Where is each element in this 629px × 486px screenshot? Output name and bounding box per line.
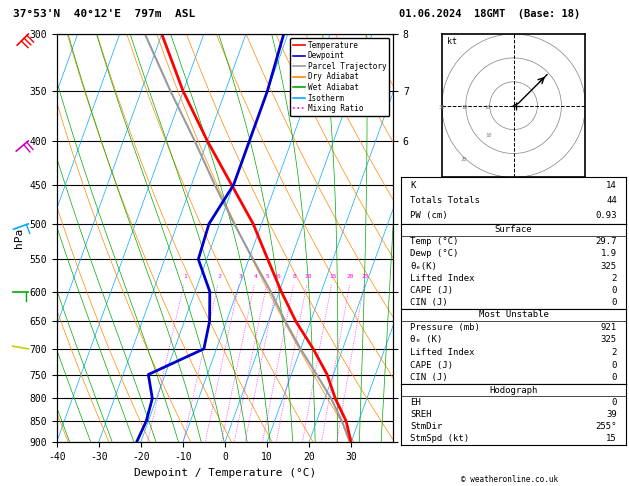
Text: 3: 3	[238, 274, 242, 279]
Text: 20: 20	[347, 274, 354, 279]
Text: 0: 0	[611, 373, 617, 382]
Text: 1.9: 1.9	[601, 249, 617, 259]
Text: 2: 2	[217, 274, 221, 279]
Text: EH: EH	[410, 398, 421, 407]
Text: 44: 44	[606, 196, 617, 205]
Text: Totals Totals: Totals Totals	[410, 196, 480, 205]
Text: θₑ(K): θₑ(K)	[410, 261, 437, 271]
Y-axis label: hPa: hPa	[14, 228, 24, 248]
X-axis label: Dewpoint / Temperature (°C): Dewpoint / Temperature (°C)	[134, 468, 316, 478]
Text: StmDir: StmDir	[410, 422, 443, 431]
Text: 15: 15	[329, 274, 337, 279]
Text: Surface: Surface	[495, 225, 532, 234]
Text: θₑ (K): θₑ (K)	[410, 335, 443, 345]
Text: kt: kt	[447, 36, 457, 46]
Text: © weatheronline.co.uk: © weatheronline.co.uk	[461, 474, 558, 484]
Text: SREH: SREH	[410, 410, 431, 419]
Text: 0: 0	[611, 361, 617, 370]
Text: 325: 325	[601, 335, 617, 345]
Text: 0: 0	[611, 398, 617, 407]
Text: Lifted Index: Lifted Index	[410, 274, 475, 283]
Text: K: K	[410, 181, 416, 190]
Text: CAPE (J): CAPE (J)	[410, 286, 454, 295]
Y-axis label: km
ASL: km ASL	[420, 227, 437, 249]
Text: 39: 39	[606, 410, 617, 419]
Text: 20: 20	[461, 156, 467, 162]
Text: 10: 10	[304, 274, 311, 279]
Text: 37°53'N  40°12'E  797m  ASL: 37°53'N 40°12'E 797m ASL	[13, 9, 195, 19]
Text: 0: 0	[611, 286, 617, 295]
Text: 01.06.2024  18GMT  (Base: 18): 01.06.2024 18GMT (Base: 18)	[399, 9, 581, 19]
Text: 15: 15	[606, 434, 617, 443]
Text: 10: 10	[484, 105, 491, 110]
Text: 20: 20	[462, 105, 468, 110]
Text: 2: 2	[611, 348, 617, 357]
Text: 4: 4	[253, 274, 257, 279]
Text: Hodograph: Hodograph	[489, 385, 538, 395]
Text: CIN (J): CIN (J)	[410, 298, 448, 307]
Text: StmSpd (kt): StmSpd (kt)	[410, 434, 469, 443]
Text: 0.93: 0.93	[596, 211, 617, 220]
Text: 5: 5	[266, 274, 270, 279]
Text: 1: 1	[183, 274, 187, 279]
Text: 8: 8	[292, 274, 296, 279]
Text: 325: 325	[601, 261, 617, 271]
Legend: Temperature, Dewpoint, Parcel Trajectory, Dry Adiabat, Wet Adiabat, Isotherm, Mi: Temperature, Dewpoint, Parcel Trajectory…	[290, 38, 389, 116]
Text: 30: 30	[439, 105, 445, 110]
Text: 255°: 255°	[596, 422, 617, 431]
Text: CIN (J): CIN (J)	[410, 373, 448, 382]
Text: 10: 10	[485, 133, 491, 138]
Text: 921: 921	[601, 323, 617, 332]
Text: CAPE (J): CAPE (J)	[410, 361, 454, 370]
Text: 2: 2	[611, 274, 617, 283]
Text: 6: 6	[276, 274, 280, 279]
Text: 29.7: 29.7	[596, 237, 617, 246]
Text: Dewp (°C): Dewp (°C)	[410, 249, 459, 259]
Text: Pressure (mb): Pressure (mb)	[410, 323, 480, 332]
Text: 0: 0	[611, 298, 617, 307]
Text: Most Unstable: Most Unstable	[479, 311, 548, 319]
Text: PW (cm): PW (cm)	[410, 211, 448, 220]
Text: 25: 25	[361, 274, 369, 279]
Text: Temp (°C): Temp (°C)	[410, 237, 459, 246]
Text: Lifted Index: Lifted Index	[410, 348, 475, 357]
Text: 14: 14	[606, 181, 617, 190]
